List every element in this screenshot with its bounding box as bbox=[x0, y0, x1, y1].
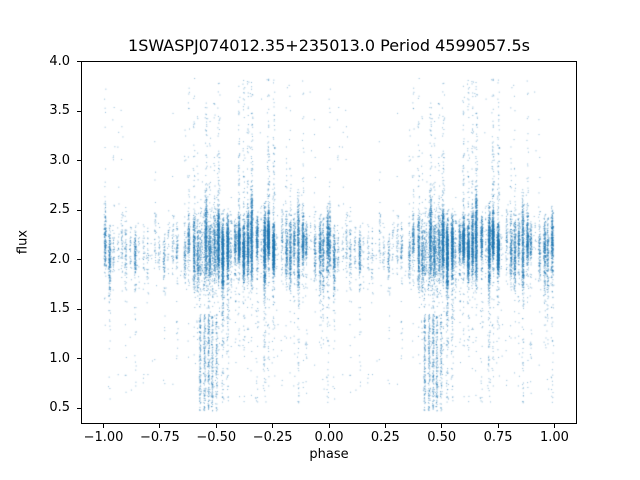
x-tick-label: −0.75 bbox=[139, 430, 180, 445]
x-tick-label: 0.00 bbox=[314, 430, 344, 445]
y-tick-mark bbox=[77, 308, 81, 310]
x-tick-mark bbox=[553, 424, 555, 428]
scatter-canvas bbox=[82, 62, 576, 423]
y-axis-label: flux bbox=[15, 229, 31, 255]
x-axis-label: phase bbox=[309, 447, 349, 462]
y-tick-label: 1.0 bbox=[49, 350, 70, 366]
y-tick-mark bbox=[77, 407, 81, 409]
y-tick-label: 1.5 bbox=[49, 301, 70, 317]
x-tick-label: −1.00 bbox=[83, 430, 124, 445]
y-tick-mark bbox=[77, 209, 81, 211]
y-tick-label: 3.5 bbox=[49, 103, 70, 119]
y-tick-mark bbox=[77, 110, 81, 112]
y-tick-mark bbox=[77, 160, 81, 162]
x-tick-label: −0.25 bbox=[252, 430, 293, 445]
x-tick-label: 0.50 bbox=[427, 430, 457, 445]
x-tick-label: 1.00 bbox=[539, 430, 569, 445]
y-tick-label: 2.0 bbox=[49, 251, 70, 267]
x-tick-mark bbox=[159, 424, 161, 428]
x-tick-mark bbox=[103, 424, 105, 428]
y-tick-mark bbox=[77, 358, 81, 360]
y-tick-label: 3.0 bbox=[49, 152, 70, 168]
y-tick-label: 4.0 bbox=[49, 53, 70, 69]
x-tick-label: 0.25 bbox=[370, 430, 400, 445]
x-tick-mark bbox=[328, 424, 330, 428]
y-tick-label: 2.5 bbox=[49, 202, 70, 218]
chart-title: 1SWASPJ074012.35+235013.0 Period 4599057… bbox=[128, 36, 530, 55]
x-tick-mark bbox=[384, 424, 386, 428]
y-tick-mark bbox=[77, 259, 81, 261]
y-tick-mark bbox=[77, 61, 81, 63]
x-tick-mark bbox=[497, 424, 499, 428]
x-tick-label: 0.75 bbox=[483, 430, 513, 445]
x-tick-mark bbox=[441, 424, 443, 428]
x-tick-label: −0.50 bbox=[196, 430, 237, 445]
x-tick-mark bbox=[272, 424, 274, 428]
x-tick-mark bbox=[215, 424, 217, 428]
y-tick-label: 0.5 bbox=[49, 400, 70, 416]
